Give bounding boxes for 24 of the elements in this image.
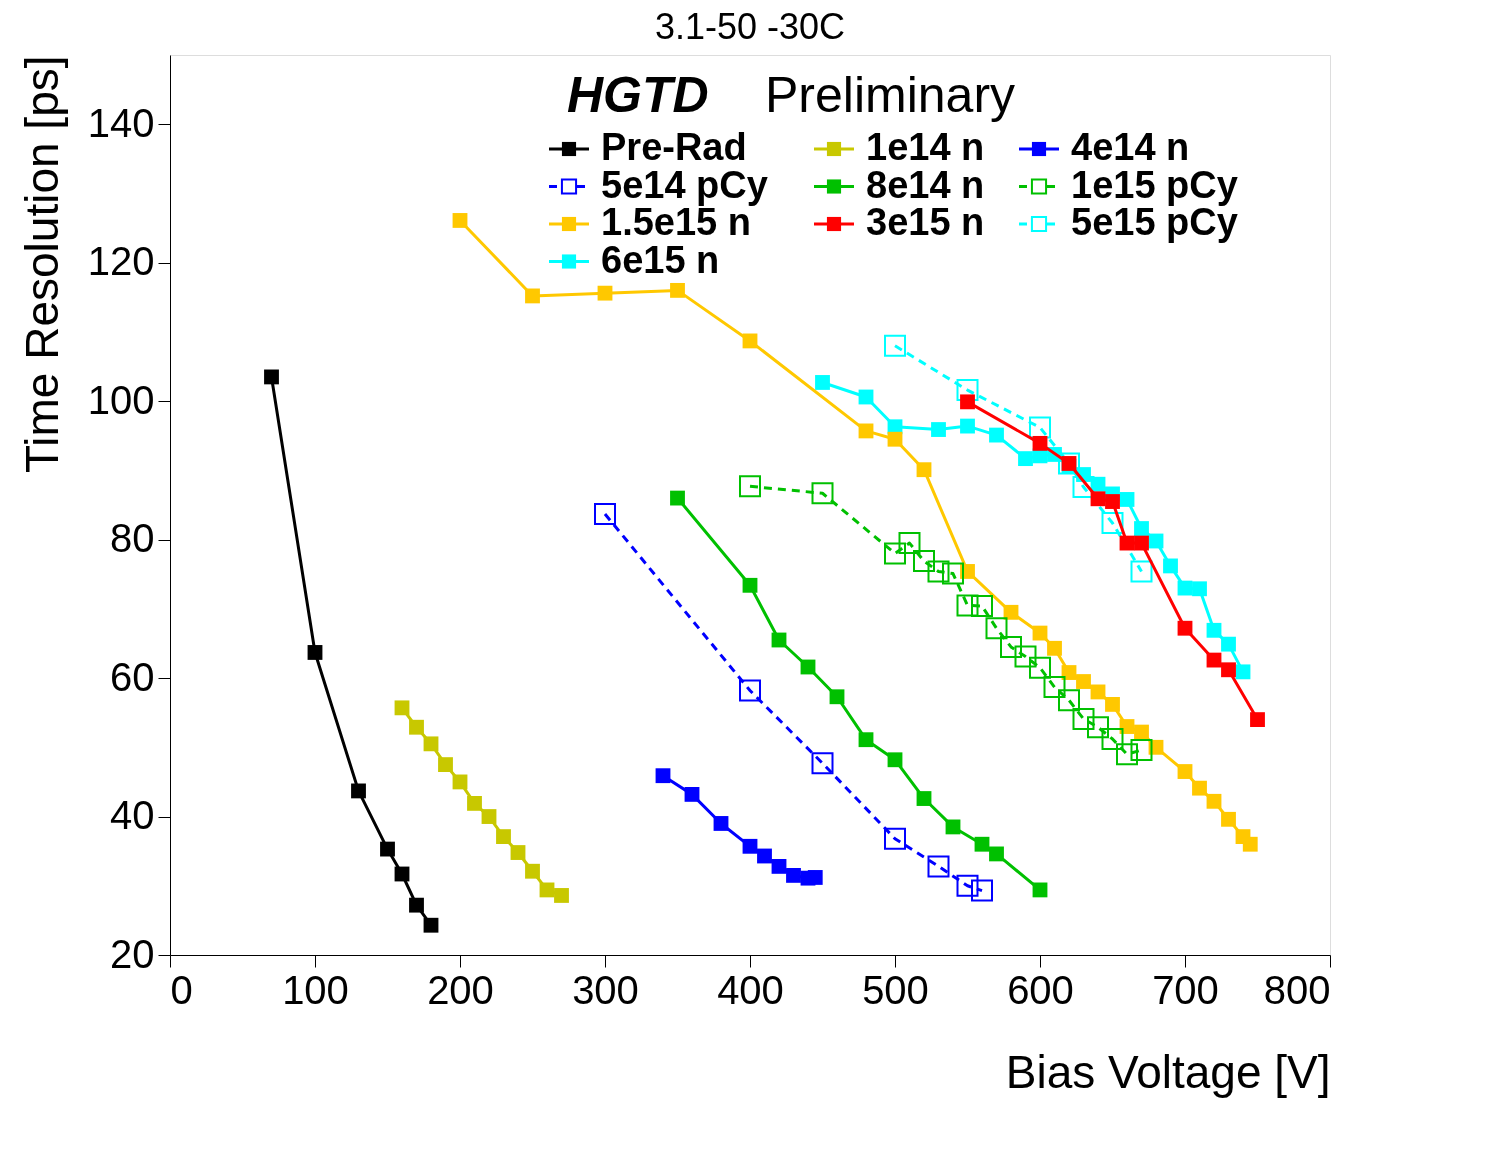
x-tick-label: 600 [1007, 967, 1074, 1012]
x-tick-label: 400 [717, 967, 784, 1012]
x-tick-label: 300 [572, 967, 639, 1012]
y-tick-label: 140 [87, 100, 155, 145]
x-tick-label: 100 [282, 967, 349, 1012]
chart-title: 3.1-50 -30C [654, 6, 846, 47]
x-tick-label: 500 [862, 967, 929, 1012]
legend-label: Pre-Rad [601, 126, 747, 168]
y-tick-label: 40 [110, 793, 155, 838]
legend-label: 6e15 n [601, 238, 720, 281]
x-axis-title: Bias Voltage [V] [1005, 1045, 1331, 1098]
y-tick-label: 100 [87, 377, 155, 422]
x-tick-label: 200 [427, 967, 494, 1012]
y-tick-label: 60 [110, 654, 155, 699]
x-tick-label: 800 [1263, 967, 1331, 1012]
y-axis-title: Time Resolution [ps] [15, 55, 68, 474]
x-tick-label: 0 [170, 967, 193, 1012]
legend-label: 4e14 n [1071, 126, 1190, 168]
x-tick-label: 700 [1152, 967, 1219, 1012]
y-tick-label: 80 [110, 516, 155, 561]
annotation: HGTD [567, 67, 709, 123]
y-tick-label: 20 [110, 931, 155, 976]
y-tick-label: 120 [87, 239, 155, 284]
annotation: Preliminary [765, 67, 1016, 123]
